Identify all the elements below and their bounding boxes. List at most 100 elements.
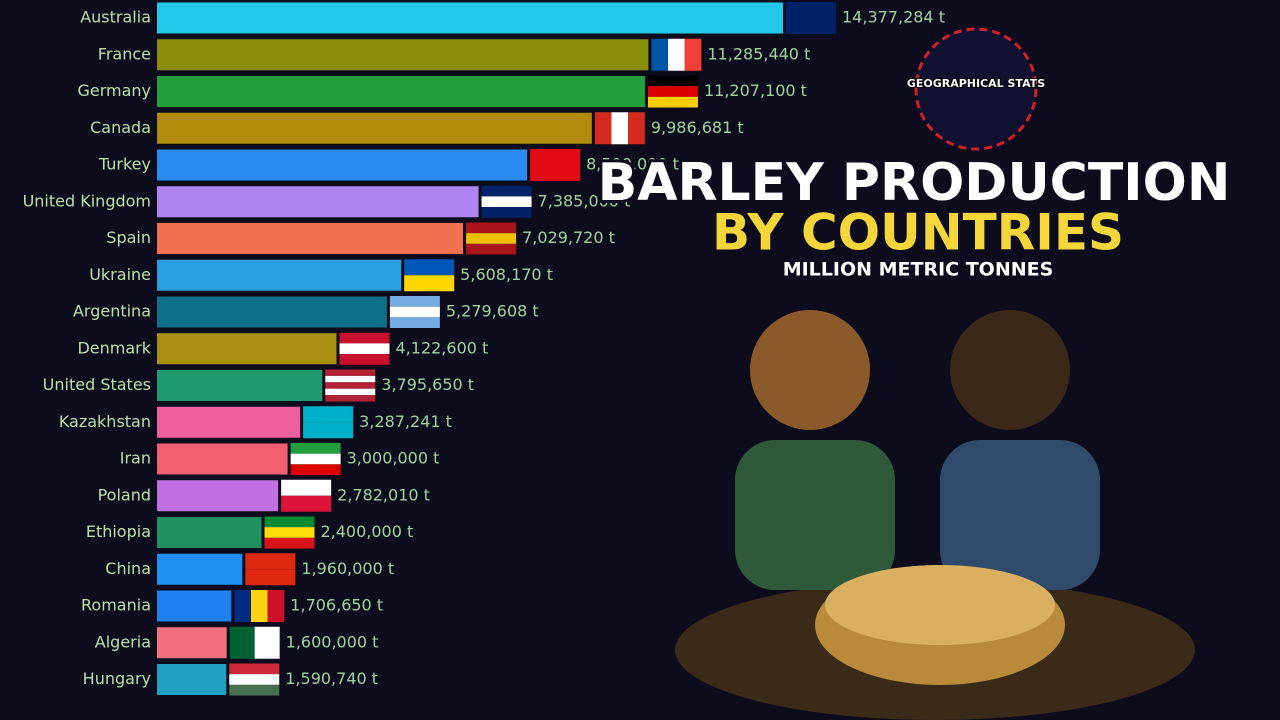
flag-stripe [325, 369, 376, 376]
flag-stripe [325, 395, 376, 402]
flag-stripe [628, 112, 645, 145]
flag-stripe [245, 569, 296, 586]
flag [594, 112, 645, 145]
bar [157, 443, 288, 475]
flag-stripe [389, 306, 440, 318]
bar [157, 553, 243, 585]
flag [466, 222, 517, 255]
flag-stripe [786, 2, 836, 18]
value-label: 2,782,010 t [337, 485, 430, 504]
flag [404, 259, 455, 292]
category-label: Kazakhstan [59, 412, 151, 431]
bar [157, 186, 479, 218]
category-label: China [105, 559, 151, 578]
bar [157, 259, 402, 291]
flag [389, 296, 440, 328]
category-label: Poland [98, 485, 151, 504]
flag-stripe [303, 422, 354, 439]
flag-stripe [290, 464, 341, 475]
value-label: 11,207,100 t [704, 81, 807, 100]
flag-stripe [264, 537, 315, 549]
flag-stripe [466, 222, 517, 234]
flag [481, 185, 532, 218]
unit-note: MILLION METRIC TONNES [783, 259, 1054, 281]
flag-stripe [281, 495, 332, 512]
category-label: United States [43, 375, 151, 394]
bar [157, 406, 301, 438]
flag-stripe [229, 663, 280, 675]
category-label: Ukraine [89, 265, 151, 284]
logo-text: GEOGRAPHICAL STATS [907, 77, 1045, 90]
value-label: 4,122,600 t [396, 338, 489, 357]
flag-stripe [668, 38, 685, 71]
value-label: 9,986,681 t [651, 118, 744, 137]
flag-stripe [229, 626, 255, 659]
flag-stripe [647, 86, 698, 97]
flag [647, 75, 698, 108]
value-label: 2,400,000 t [320, 522, 413, 541]
bar [157, 223, 464, 254]
category-label: United Kingdom [23, 191, 151, 210]
category-label: Canada [90, 118, 151, 137]
bar [157, 627, 227, 659]
flag [281, 479, 332, 512]
category-label: Turkey [98, 155, 151, 174]
value-label: 14,377,284 t [842, 8, 945, 27]
flag-stripe [250, 590, 268, 622]
value-label: 1,600,000 t [286, 632, 379, 651]
bar [157, 149, 528, 181]
flag-stripe [325, 375, 376, 383]
value-label: 1,590,740 t [285, 669, 378, 688]
value-label: 11,285,440 t [707, 44, 810, 63]
value-label: 3,287,241 t [359, 412, 452, 431]
flag-stripe [303, 406, 354, 423]
flag [303, 406, 354, 439]
category-label: Romania [81, 596, 151, 615]
flag-stripe [325, 382, 376, 389]
flag-stripe [611, 112, 629, 145]
category-label: Australia [80, 8, 151, 27]
flag-stripe [290, 443, 341, 454]
value-label: 1,706,650 t [290, 596, 383, 615]
flag-stripe [684, 38, 702, 71]
flag-stripe [325, 388, 376, 396]
bar [157, 480, 279, 512]
flag-stripe [281, 479, 332, 496]
bar [157, 112, 592, 144]
bar [157, 664, 227, 695]
value-label: 3,000,000 t [347, 449, 440, 468]
flag [229, 663, 280, 696]
flag-stripe [229, 674, 280, 685]
flag [651, 38, 702, 71]
value-label: 7,029,720 t [522, 228, 615, 247]
bar [157, 2, 783, 34]
bar [157, 333, 337, 365]
category-label: Spain [106, 228, 151, 247]
flag-stripe [389, 296, 440, 307]
flag-stripe [466, 233, 517, 244]
value-label: 5,279,608 t [446, 302, 539, 321]
flag-stripe [267, 590, 285, 622]
flag [530, 149, 581, 181]
bar [157, 39, 649, 71]
flag-stripe [530, 149, 581, 165]
flag-stripe [245, 553, 296, 570]
flag-stripe [786, 18, 836, 34]
flag-stripe [339, 332, 390, 344]
flag [290, 443, 341, 475]
value-label: 5,608,170 t [460, 265, 553, 284]
value-label: 3,795,650 t [381, 375, 474, 394]
flag [786, 2, 836, 34]
flag-stripe [466, 243, 517, 255]
flag [245, 553, 296, 586]
category-label: Argentina [73, 302, 151, 321]
chart-subtitle: BY COUNTRIES [712, 204, 1124, 262]
bar [157, 517, 262, 548]
flag-stripe [481, 196, 532, 208]
flag-stripe [290, 453, 341, 465]
illustration [675, 310, 1195, 720]
category-label: Algeria [95, 632, 151, 651]
bar [157, 76, 645, 107]
flag-stripe [481, 185, 532, 197]
